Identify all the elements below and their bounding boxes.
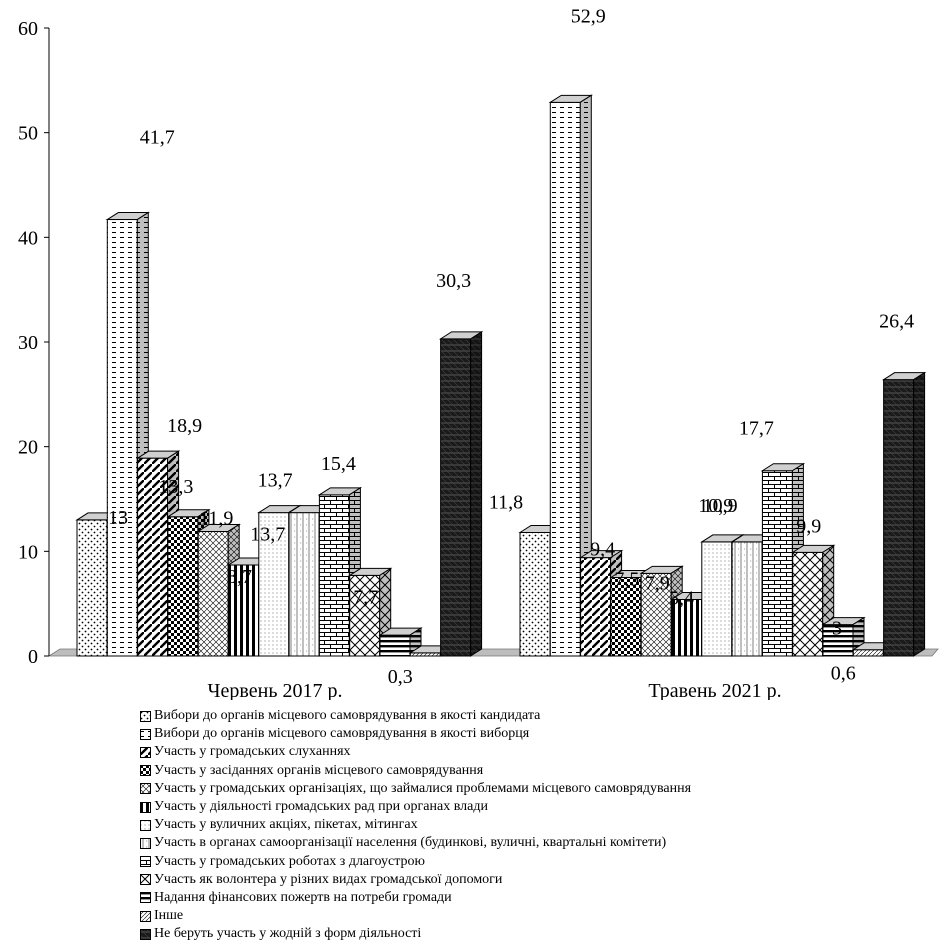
data-label: 13,7 (258, 470, 293, 492)
legend-swatch (140, 910, 151, 922)
legend-swatch (140, 710, 151, 722)
legend-item: Участь у громадських слуханнях (140, 743, 930, 761)
legend-item: Не беруть участь у жодній з форм діяльно… (140, 925, 930, 943)
data-label: 18,9 (167, 415, 202, 437)
legend-label: Участь у засіданнях органів місцевого са… (154, 762, 484, 778)
y-tick-label: 40 (18, 227, 38, 249)
legend-label: Участь як волонтера у різних видах грома… (154, 871, 503, 887)
data-label: 9,9 (796, 515, 821, 537)
y-tick-label: 60 (18, 18, 38, 40)
legend-label: Не беруть участь у жодній з форм діяльно… (154, 926, 422, 942)
legend: Вибори до органів місцевого самоврядуван… (140, 707, 930, 943)
data-label: 3 (832, 618, 842, 640)
legend-label: Участь у громадських організаціях, що за… (154, 780, 692, 796)
data-label: 17,7 (739, 418, 774, 440)
data-label: 8,7 (227, 566, 252, 588)
legend-item: Участь у громадських роботах з длагоустр… (140, 853, 930, 871)
legend-swatch (140, 874, 151, 886)
data-label: 7,5 (614, 569, 639, 591)
legend-item: Участь у діяльності громадських рад при … (140, 798, 930, 816)
legend-swatch (140, 746, 151, 758)
legend-item: Участь у громадських організаціях, що за… (140, 780, 930, 798)
bar-chart: 0 10 20 30 40 50 60 Червень 2017 р. Травень 2021… (18, 5, 939, 700)
category-label: Червень 2017 р. (208, 680, 343, 700)
legend-swatch (140, 801, 151, 813)
legend-swatch (140, 928, 151, 940)
data-label: 41,7 (140, 127, 175, 149)
y-tick-label: 30 (18, 332, 38, 354)
legend-swatch (140, 728, 151, 740)
legend-label: Участь у громадських слуханнях (154, 744, 351, 760)
data-label: 0,3 (388, 666, 413, 688)
legend-item: Участь у засіданнях органів місцевого са… (140, 762, 930, 780)
legend-swatch (140, 892, 151, 904)
legend-label: Вибори до органів місцевого самоврядуван… (154, 708, 541, 723)
legend-label: Надання фінансових пожертв на потреби гр… (154, 889, 452, 905)
category-label: Травень 2021 р. (648, 680, 781, 700)
bar (548, 94, 594, 657)
legend-label: Участь у діяльності громадських рад при … (154, 798, 488, 814)
legend-item: Інше (140, 907, 930, 925)
y-tick-label: 50 (18, 123, 38, 145)
legend-item: Участь як волонтера у різних видах грома… (140, 871, 930, 889)
legend-item: Участь в органах самоорганізації населен… (140, 834, 930, 852)
data-label: 15,4 (321, 453, 356, 475)
legend-swatch (140, 783, 151, 795)
data-label: 13 (108, 507, 128, 529)
legend-label: Вибори до органів місцевого самоврядуван… (154, 726, 530, 742)
data-label: 9,4 (590, 539, 615, 561)
data-label: 7,7 (353, 586, 378, 608)
data-label: 11,9 (199, 507, 233, 529)
legend-label: Участь у вуличних акціях, пікетах, мітин… (154, 817, 418, 833)
bar (881, 371, 927, 657)
bar (438, 330, 484, 657)
legend-item: Участь у вуличних акціях, пікетах, мітин… (140, 816, 930, 834)
y-tick-label: 0 (28, 646, 38, 668)
data-label: 7,9 (645, 572, 670, 594)
data-label: 0,6 (831, 663, 856, 685)
legend-item: Вибори до органів місцевого самоврядуван… (140, 725, 930, 743)
data-label: 13,3 (158, 476, 193, 498)
legend-swatch (140, 837, 151, 849)
legend-label: Участь в органах самоорганізації населен… (154, 835, 667, 851)
data-label: 26,4 (879, 311, 914, 333)
data-label: 13,7 (250, 524, 285, 546)
legend-item: Надання фінансових пожертв на потреби гр… (140, 889, 930, 907)
data-label: 5,4 (669, 587, 694, 609)
data-label: 30,3 (436, 270, 471, 292)
y-tick-label: 20 (18, 437, 38, 459)
data-label: 52,9 (571, 5, 606, 27)
y-tick-label: 10 (18, 541, 38, 563)
data-label: 11,8 (489, 491, 523, 513)
legend-label: Участь у громадських роботах з длагоустр… (154, 853, 425, 869)
data-label: 10,9 (698, 495, 733, 517)
legend-label: Інше (154, 908, 184, 924)
legend-swatch (140, 819, 151, 831)
data-label: 10,9 (703, 495, 738, 517)
legend-item: Вибори до органів місцевого самоврядуван… (140, 707, 930, 725)
legend-swatch (140, 765, 151, 777)
legend-swatch (140, 856, 151, 868)
